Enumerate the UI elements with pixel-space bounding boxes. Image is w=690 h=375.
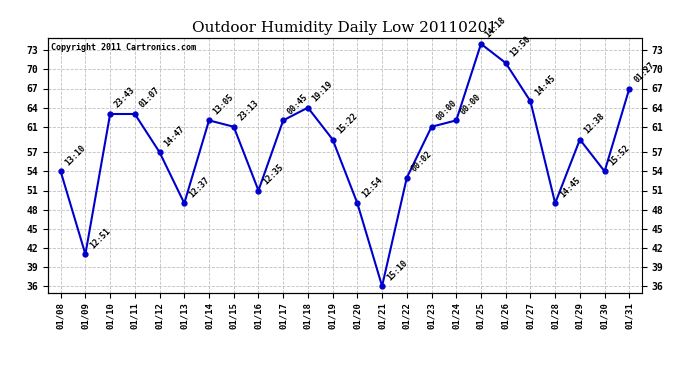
Text: 14:18: 14:18 <box>484 16 508 40</box>
Text: 12:35: 12:35 <box>262 162 285 186</box>
Text: 12:37: 12:37 <box>187 175 211 199</box>
Text: 15:52: 15:52 <box>607 143 631 167</box>
Text: 00:00: 00:00 <box>459 92 483 116</box>
Text: 15:22: 15:22 <box>335 111 359 135</box>
Text: 13:10: 13:10 <box>63 143 88 167</box>
Title: Outdoor Humidity Daily Low 20110201: Outdoor Humidity Daily Low 20110201 <box>193 21 497 35</box>
Text: 15:10: 15:10 <box>385 258 409 282</box>
Text: 23:13: 23:13 <box>237 99 261 123</box>
Text: 23:43: 23:43 <box>113 86 137 110</box>
Text: 01:27: 01:27 <box>632 60 656 84</box>
Text: 13:50: 13:50 <box>509 35 533 59</box>
Text: Copyright 2011 Cartronics.com: Copyright 2011 Cartronics.com <box>51 43 196 52</box>
Text: 14:45: 14:45 <box>558 175 582 199</box>
Text: 14:45: 14:45 <box>533 73 558 97</box>
Text: 00:02: 00:02 <box>410 150 433 174</box>
Text: 19:19: 19:19 <box>310 80 335 104</box>
Text: 14:47: 14:47 <box>162 124 186 148</box>
Text: 12:54: 12:54 <box>360 175 384 199</box>
Text: 12:38: 12:38 <box>582 111 607 135</box>
Text: 00:45: 00:45 <box>286 92 310 116</box>
Text: 12:51: 12:51 <box>88 226 112 250</box>
Text: 13:05: 13:05 <box>212 92 236 116</box>
Text: 00:00: 00:00 <box>434 99 458 123</box>
Text: 01:07: 01:07 <box>137 86 161 110</box>
